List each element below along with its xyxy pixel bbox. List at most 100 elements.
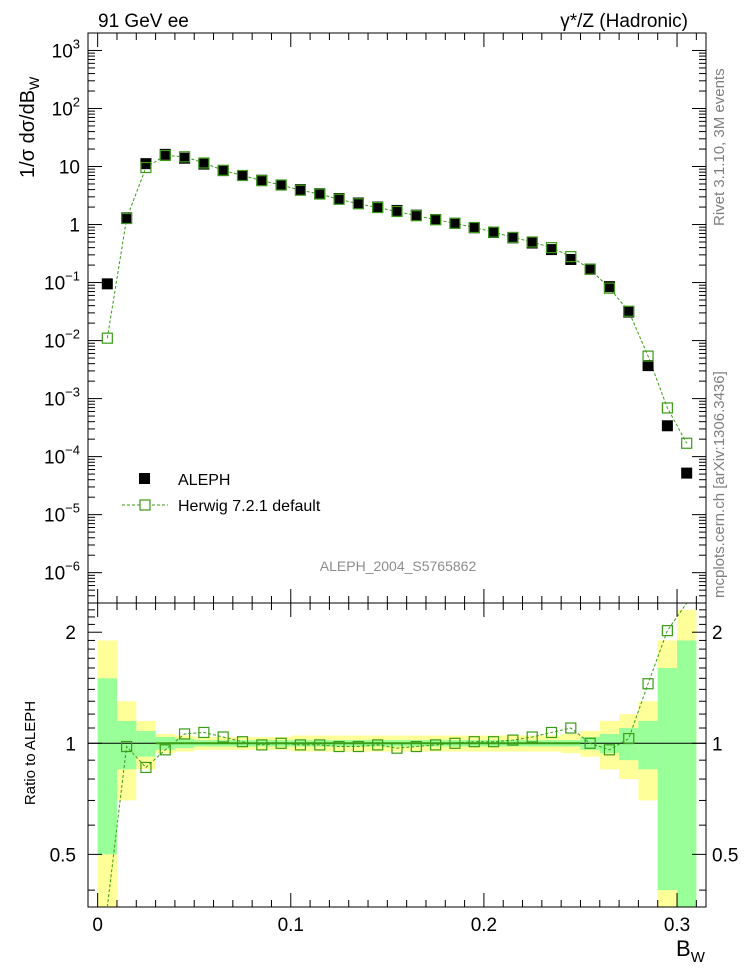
aleph-point	[546, 244, 557, 256]
ratio-herwig-point	[391, 742, 403, 754]
ratio-herwig-point	[623, 732, 635, 745]
tick-base: 10	[52, 99, 73, 120]
aleph-point	[661, 420, 673, 432]
aleph-point	[526, 237, 538, 249]
tick-exponent: 3	[73, 36, 80, 51]
main-y-tick-label: 10−1	[44, 269, 80, 295]
main-y-axis-label: 1/σ dσ/dBW	[17, 76, 42, 178]
aleph-point	[681, 467, 693, 479]
herwig-point	[526, 236, 538, 248]
aleph-point	[603, 281, 615, 293]
aleph-point	[294, 184, 306, 196]
x-label-sub: W	[691, 949, 706, 966]
aleph-point	[488, 226, 500, 238]
aleph-point	[623, 306, 635, 318]
ratio-herwig-point	[603, 744, 616, 756]
ratio-herwig-point	[661, 625, 673, 637]
ratio-herwig-point	[642, 678, 654, 690]
aleph-point	[391, 204, 403, 216]
aleph-point	[275, 179, 287, 191]
aleph-point	[237, 169, 248, 181]
herwig-point	[603, 282, 616, 294]
herwig-point	[468, 221, 480, 234]
ratio-herwig-point	[256, 739, 268, 751]
ratio-herwig-point	[314, 739, 326, 751]
main-y-tick-label: 1	[69, 216, 80, 237]
herwig-point	[565, 251, 577, 263]
herwig-point	[623, 305, 635, 317]
tick-base: 10	[52, 41, 73, 62]
tick-base: 10	[44, 274, 65, 295]
tick-exponent: −3	[65, 385, 80, 400]
aleph-point	[140, 158, 152, 170]
main-y-tick-label: 10−6	[44, 559, 80, 585]
tick-base: 10	[44, 448, 65, 469]
aleph-point	[314, 188, 326, 200]
ratio-herwig-line	[106, 603, 688, 907]
herwig-point	[545, 242, 558, 254]
x-tick-label: 0.2	[471, 915, 497, 936]
ratio-herwig-point	[430, 739, 442, 751]
ratio-y-tick-label-right: 2	[712, 623, 723, 644]
aleph-point	[256, 174, 268, 186]
green-band-bin	[116, 720, 137, 770]
x-label-text: B	[676, 936, 691, 961]
tick-exponent: −1	[65, 269, 80, 284]
ratio-herwig-point	[372, 739, 384, 751]
x-tick-label: 0.1	[278, 915, 304, 936]
main-y-tick-label: 103	[52, 36, 80, 62]
ratio-herwig-point	[333, 740, 345, 753]
ratio-y-tick-label-right: 1	[712, 734, 723, 755]
green-band-bin	[97, 678, 117, 855]
green-band-bin	[638, 720, 658, 770]
tick-base: 10	[44, 564, 65, 585]
green-band-bin	[136, 730, 156, 757]
legend-herwig-marker	[139, 499, 151, 511]
aleph-point	[642, 360, 654, 372]
aleph-point	[565, 253, 577, 265]
ratio-herwig-point	[449, 737, 461, 749]
ratio-herwig-point	[565, 722, 577, 734]
legend-aleph-label: ALEPH	[178, 472, 230, 489]
x-axis-label: BW	[676, 936, 706, 966]
legend-herwig-label: Herwig 7.2.1 default	[178, 498, 321, 515]
ratio-herwig-point	[526, 731, 538, 743]
herwig-point	[584, 263, 596, 275]
right-title: γ*/Z (Hadronic)	[560, 11, 688, 32]
ratio-herwig-point	[198, 726, 210, 739]
herwig-point	[372, 201, 384, 214]
ratio-herwig-point	[121, 740, 133, 753]
mcplots-label: mcplots.cern.ch [arXiv:1306.3436]	[711, 371, 728, 598]
rivet-label: Rivet 3.1.10, 3M events	[711, 68, 728, 226]
herwig-point	[121, 212, 133, 225]
ratio-herwig-point	[217, 731, 229, 743]
green-band-bin	[677, 640, 697, 907]
aleph-point	[584, 263, 596, 275]
ratio-y-tick-label: 2	[65, 623, 76, 644]
herwig-point	[642, 350, 654, 362]
tick-base: 10	[44, 332, 65, 353]
aleph-point	[159, 148, 171, 160]
legend: ALEPH Herwig 7.2.1 default	[122, 472, 321, 515]
aleph-point	[179, 152, 191, 164]
ratio-herwig-point	[507, 734, 519, 746]
main-y-label-sub: W	[26, 76, 42, 90]
herwig-point	[681, 437, 693, 449]
main-y-tick-label: 10−4	[44, 443, 80, 469]
herwig-point	[294, 184, 307, 196]
tick-base: 10	[44, 506, 65, 527]
ratio-y-tick-label: 0.5	[50, 845, 76, 866]
ratio-herwig-point	[140, 761, 152, 774]
left-title: 91 GeV ee	[98, 11, 189, 32]
aleph-point	[468, 222, 480, 234]
herwig-point	[391, 205, 403, 218]
main-y-tick-label: 10	[59, 158, 80, 179]
aleph-point	[372, 201, 384, 213]
herwig-point	[661, 402, 673, 414]
herwig-point	[101, 332, 113, 344]
herwig-point	[159, 149, 171, 162]
herwig-point	[236, 169, 249, 182]
herwig-point	[198, 157, 210, 169]
aleph-point	[333, 193, 345, 205]
